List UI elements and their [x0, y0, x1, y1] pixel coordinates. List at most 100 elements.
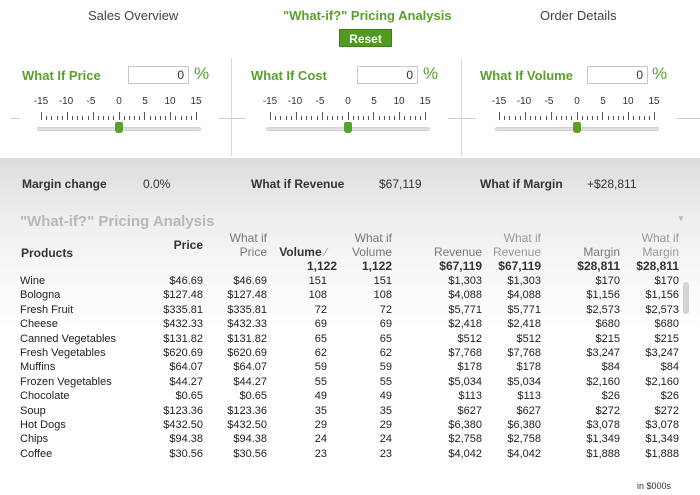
table-row[interactable]: Bologna $127.48 $127.48 108 108 $4,088 $4,088 $…: [0, 288, 700, 302]
slider-thumb[interactable]: [343, 122, 352, 133]
slider-tick-mark: [56, 116, 58, 120]
what-if-cost-input[interactable]: [357, 66, 418, 84]
slider-tick-mark: [571, 116, 573, 120]
slider-tick-mark: [66, 112, 68, 120]
slider-tick-mark: [419, 116, 421, 120]
table-cell: $1,349: [586, 433, 620, 446]
margin-change-value: 0.0%: [143, 177, 171, 191]
table-row[interactable]: Cheese $432.33 $432.33 69 69 $2,418 $2,418 $680…: [0, 317, 700, 331]
table-cell: $432.33: [227, 318, 267, 331]
table-row[interactable]: Fresh Vegetables $620.69 $620.69 62 62 $7,768…: [0, 346, 700, 360]
col-margin[interactable]: Margin: [583, 245, 620, 259]
slider-tick-label: 0: [574, 96, 580, 107]
table-cell: $272: [595, 404, 620, 417]
slider-tick-mark: [347, 112, 349, 120]
slider-tick-mark: [394, 116, 395, 120]
table-cell: $30.56: [169, 447, 203, 460]
table-cell: $2,418: [448, 318, 482, 331]
slider-tick-label: 5: [600, 96, 606, 107]
tab-bar: Sales Overview "What-if?" Pricing Analys…: [0, 0, 700, 30]
col-whatif-volume[interactable]: What if: [354, 231, 392, 245]
slider-tick-mark: [311, 116, 313, 120]
col-whatif-revenue[interactable]: What if: [503, 231, 541, 245]
table-cell: $620.69: [163, 346, 203, 359]
table-row[interactable]: Hot Dogs $432.50 $432.50 29 29 $6,380 $6,380 $3…: [0, 418, 700, 432]
table-cell: $4,042: [448, 447, 482, 460]
slider-tick-label: 15: [190, 96, 202, 107]
slider-tick-mark: [196, 112, 197, 120]
slider-tick-mark: [425, 112, 426, 120]
slider-thumb[interactable]: [572, 122, 581, 133]
table-cell: $680: [654, 318, 679, 331]
table-row[interactable]: Muffins $64.07 $64.07 59 59 $178 $178 $84 $84: [0, 360, 700, 374]
product-name-cell: Fresh Vegetables: [20, 346, 106, 359]
slider-tick-mark: [581, 116, 583, 120]
what-if-volume-input[interactable]: [587, 66, 648, 84]
slider-tick-mark: [357, 116, 359, 120]
table-cell: $3,247: [586, 346, 620, 359]
slider-tick-mark: [295, 112, 297, 120]
col-whatif-margin[interactable]: What if: [641, 231, 679, 245]
table-row[interactable]: Fresh Fruit $335.81 $335.81 72 72 $5,771 $5,77…: [0, 303, 700, 317]
tab-pricing-analysis[interactable]: "What-if?" Pricing Analysis: [283, 8, 452, 23]
slider-tick-mark: [128, 116, 130, 120]
slider-tick-mark: [316, 116, 318, 120]
tab-sales-overview[interactable]: Sales Overview: [88, 8, 179, 23]
slider-guide-line: [448, 118, 476, 119]
slider-tick-label: -10: [516, 96, 532, 107]
chevron-down-icon[interactable]: ▼: [677, 214, 685, 223]
col-products[interactable]: Products: [21, 246, 74, 260]
slider-tick-mark: [504, 116, 506, 120]
col-volume[interactable]: Volume ∕: [279, 246, 327, 259]
slider-tick-mark: [134, 116, 135, 120]
product-name-cell: Muffins: [20, 361, 56, 374]
reset-button[interactable]: Reset: [339, 29, 392, 47]
table-cell: $26: [660, 390, 679, 403]
product-name-cell: Coffee: [20, 447, 53, 460]
table-cell: $335.81: [227, 303, 267, 316]
slider-tick-mark: [617, 116, 619, 120]
slider-tick-mark: [602, 112, 604, 120]
slider-tick-label: -10: [287, 96, 303, 107]
panel-divider: [231, 58, 232, 156]
slider-tick-mark: [540, 116, 542, 120]
table-row[interactable]: Canned Vegetables $131.82 $131.82 65 65 $512 $…: [0, 332, 700, 346]
col-revenue[interactable]: Revenue: [433, 245, 482, 259]
slider-tick-mark: [519, 116, 521, 120]
table-row[interactable]: Chips $94.38 $94.38 24 24 $2,758 $2,758 $1,349 $…: [0, 432, 700, 446]
table-cell: $1,888: [645, 447, 679, 460]
tab-order-details[interactable]: Order Details: [540, 8, 617, 23]
slider-tick-mark: [378, 116, 380, 120]
table-cell: $1,888: [586, 447, 620, 460]
slider-tick-mark: [499, 112, 500, 120]
table-cell: $0.65: [239, 390, 267, 403]
table-cell: $44.27: [233, 375, 267, 388]
table-row[interactable]: Soup $123.36 $123.36 35 35 $627 $627 $272 $272: [0, 404, 700, 418]
table-cell: 29: [314, 418, 327, 431]
what-if-price-input[interactable]: [128, 66, 189, 84]
units-footnote: in $000s: [637, 481, 672, 491]
slider-tick-label: 5: [142, 96, 148, 107]
table-cell: 72: [314, 303, 327, 316]
slider-tick-mark: [404, 116, 406, 120]
slider-tick-mark: [326, 116, 328, 120]
table-row[interactable]: Frozen Vegetables $44.27 $44.27 55 55 $5,034 $…: [0, 375, 700, 389]
table-row[interactable]: Chocolate $0.65 $0.65 49 49 $113 $113 $26 $26: [0, 389, 700, 403]
slider-thumb[interactable]: [114, 122, 123, 133]
col-price[interactable]: Price: [173, 238, 203, 252]
table-scrollbar[interactable]: [683, 282, 689, 314]
table-row[interactable]: Coffee $30.56 $30.56 23 23 $4,042 $4,042 $1,888…: [0, 447, 700, 461]
slider-tick-mark: [648, 116, 650, 120]
slider-tick-mark: [566, 116, 568, 120]
slider-ticks: [251, 110, 451, 120]
slider-tick-mark: [373, 112, 375, 120]
table-cell: $94.38: [169, 433, 203, 446]
slider-tick-label: -15: [33, 96, 49, 107]
slider-tick-mark: [530, 116, 531, 120]
sort-icon: ∕: [324, 245, 327, 259]
what-if-margin-value: +$28,811: [587, 177, 637, 191]
table-row[interactable]: Wine $46.69 $46.69 151 151 $1,303 $1,303 $170 $1…: [0, 274, 700, 288]
col-whatif-price[interactable]: What if: [229, 231, 267, 245]
slider-tick-mark: [332, 116, 333, 120]
table-cell: $5,771: [507, 303, 541, 316]
